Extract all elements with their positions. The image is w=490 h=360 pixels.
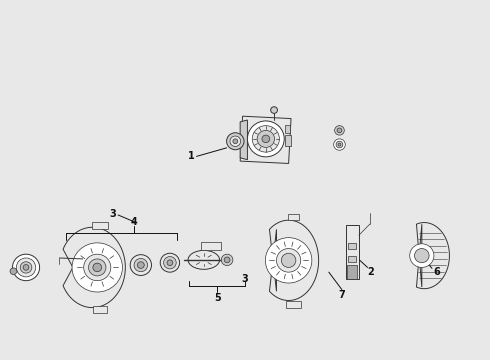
- Polygon shape: [347, 265, 357, 279]
- Circle shape: [276, 248, 301, 272]
- Polygon shape: [201, 242, 221, 251]
- Circle shape: [336, 141, 343, 148]
- Polygon shape: [288, 214, 299, 220]
- Circle shape: [262, 135, 270, 143]
- Text: 3: 3: [110, 208, 117, 219]
- Circle shape: [72, 243, 122, 292]
- Circle shape: [281, 253, 296, 267]
- Text: 7: 7: [339, 290, 345, 300]
- Circle shape: [410, 244, 434, 267]
- Circle shape: [415, 248, 429, 263]
- Bar: [348, 256, 356, 262]
- Text: 4: 4: [130, 217, 137, 226]
- Circle shape: [221, 254, 233, 266]
- Circle shape: [20, 262, 32, 273]
- Circle shape: [10, 268, 17, 275]
- Polygon shape: [346, 225, 359, 279]
- Circle shape: [247, 121, 284, 157]
- Text: 2: 2: [368, 267, 374, 277]
- Circle shape: [160, 253, 180, 272]
- Circle shape: [252, 126, 279, 152]
- Circle shape: [164, 257, 176, 269]
- Polygon shape: [416, 222, 449, 289]
- Circle shape: [84, 254, 111, 281]
- Polygon shape: [94, 306, 107, 313]
- Polygon shape: [285, 125, 290, 133]
- Text: 6: 6: [433, 267, 440, 277]
- Circle shape: [224, 257, 230, 263]
- Text: 5: 5: [214, 293, 221, 303]
- Circle shape: [16, 258, 36, 277]
- Polygon shape: [285, 135, 291, 145]
- Polygon shape: [240, 120, 247, 160]
- Circle shape: [230, 136, 241, 147]
- Circle shape: [233, 139, 238, 144]
- Circle shape: [134, 258, 147, 272]
- Polygon shape: [93, 222, 108, 229]
- Ellipse shape: [188, 251, 220, 269]
- Circle shape: [335, 126, 344, 135]
- Circle shape: [338, 143, 341, 146]
- Circle shape: [226, 133, 244, 150]
- Polygon shape: [286, 301, 301, 307]
- Circle shape: [334, 139, 345, 150]
- Circle shape: [266, 238, 312, 283]
- Circle shape: [167, 260, 173, 266]
- Circle shape: [23, 265, 29, 270]
- Circle shape: [337, 128, 342, 133]
- Circle shape: [138, 262, 144, 268]
- Circle shape: [12, 254, 40, 281]
- Polygon shape: [240, 116, 291, 163]
- Circle shape: [257, 130, 274, 147]
- Circle shape: [93, 263, 101, 272]
- Circle shape: [270, 107, 277, 113]
- Text: 1: 1: [188, 151, 195, 161]
- Polygon shape: [63, 227, 125, 307]
- Polygon shape: [270, 220, 318, 301]
- Circle shape: [130, 255, 151, 275]
- Circle shape: [89, 259, 106, 276]
- Bar: [348, 243, 356, 248]
- Text: 3: 3: [242, 274, 248, 284]
